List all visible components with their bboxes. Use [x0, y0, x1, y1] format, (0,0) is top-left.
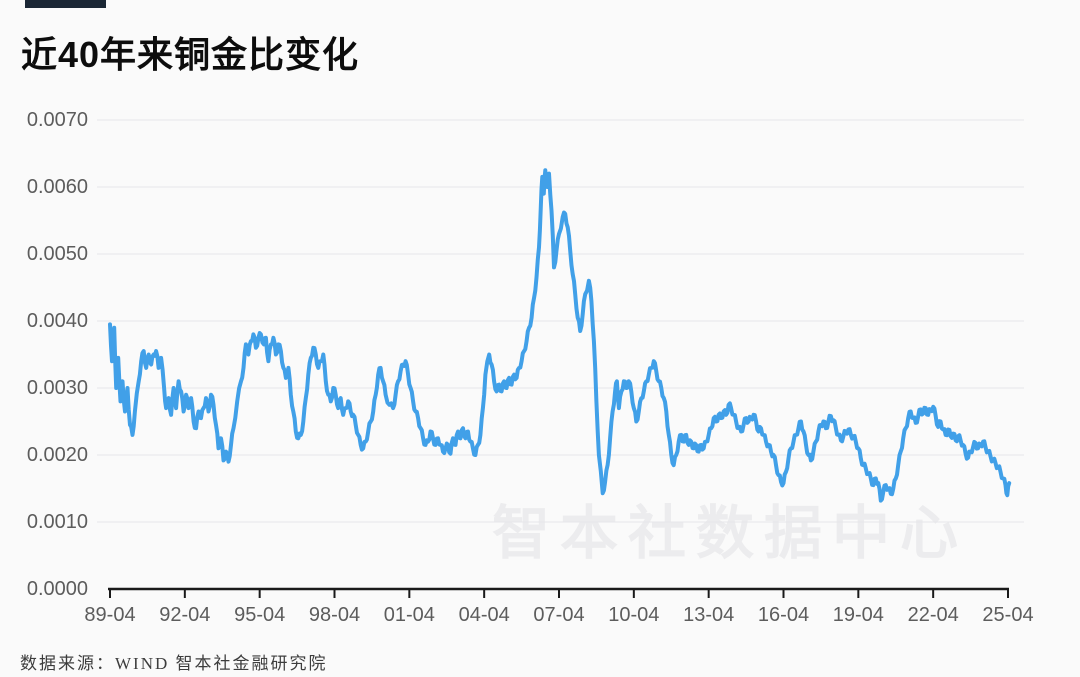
x-tick-label: 07-04: [533, 604, 585, 626]
y-tick-label: 0.0010: [26, 511, 88, 533]
y-tick-label: 0.0030: [26, 377, 88, 399]
x-tick-label: 19-04: [832, 604, 884, 626]
x-tick-label: 89-04: [84, 604, 136, 626]
accent-bar: [25, 0, 106, 8]
source-note: 数据来源：WIND 智本社金融研究院: [20, 654, 328, 673]
y-tick-label: 0.0060: [26, 176, 88, 198]
y-tick-label: 0.0050: [26, 243, 88, 265]
series-line: [108, 168, 1012, 503]
x-tick-label: 04-04: [458, 604, 510, 626]
y-tick-label: 0.0070: [26, 109, 88, 131]
x-tick-label: 98-04: [308, 604, 361, 626]
x-tick-label: 25-04: [982, 604, 1034, 626]
page-title: 近40年来铜金比变化: [21, 34, 360, 75]
watermark: 智本社数据中心: [492, 501, 969, 566]
x-tick-label: 16-04: [757, 604, 810, 626]
y-tick-label: 0.0040: [26, 310, 88, 332]
x-tick-label: 92-04: [159, 604, 211, 626]
x-tick-label: 22-04: [907, 604, 959, 626]
x-tick-label: 01-04: [383, 604, 435, 626]
y-tick-label: 0.0020: [26, 444, 88, 466]
x-tick-label: 13-04: [683, 604, 735, 626]
y-tick-label: 0.0000: [26, 578, 88, 600]
x-tick-label: 10-04: [608, 604, 660, 626]
x-tick-label: 95-04: [234, 604, 286, 626]
